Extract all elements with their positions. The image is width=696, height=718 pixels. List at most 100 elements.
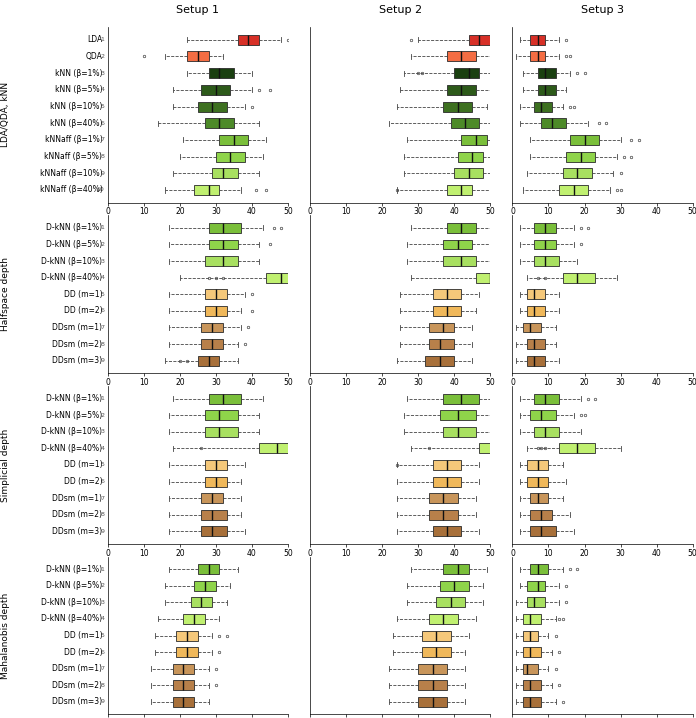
PathPatch shape xyxy=(443,101,472,111)
Text: LDA: LDA xyxy=(87,35,102,45)
PathPatch shape xyxy=(433,460,461,470)
PathPatch shape xyxy=(530,510,552,520)
Text: DDsm (m=3): DDsm (m=3) xyxy=(52,527,102,536)
PathPatch shape xyxy=(429,614,458,624)
PathPatch shape xyxy=(443,240,472,249)
Text: QDA: QDA xyxy=(86,52,102,61)
PathPatch shape xyxy=(443,564,468,574)
Text: D-kNN (β=10%): D-kNN (β=10%) xyxy=(41,598,102,607)
Text: Simplicial depth: Simplicial depth xyxy=(1,429,10,502)
Text: 7: 7 xyxy=(100,325,104,330)
Text: DDsm (m=3): DDsm (m=3) xyxy=(52,356,102,365)
PathPatch shape xyxy=(429,339,454,349)
Text: 4: 4 xyxy=(100,275,104,280)
Text: 5: 5 xyxy=(100,633,104,638)
PathPatch shape xyxy=(527,355,545,365)
Text: D-kNN (β=5%): D-kNN (β=5%) xyxy=(46,411,102,419)
PathPatch shape xyxy=(418,681,447,690)
PathPatch shape xyxy=(534,101,552,111)
PathPatch shape xyxy=(209,240,237,249)
Text: DDsm (m=2): DDsm (m=2) xyxy=(52,510,102,519)
PathPatch shape xyxy=(534,393,560,404)
PathPatch shape xyxy=(191,597,212,607)
Text: DDsm (m=2): DDsm (m=2) xyxy=(52,681,102,690)
PathPatch shape xyxy=(443,393,480,404)
PathPatch shape xyxy=(219,135,248,145)
PathPatch shape xyxy=(447,223,476,233)
PathPatch shape xyxy=(433,306,461,316)
Text: 1: 1 xyxy=(100,396,104,401)
PathPatch shape xyxy=(418,697,447,707)
Text: 10: 10 xyxy=(97,187,104,192)
Text: D-kNN (β=10%): D-kNN (β=10%) xyxy=(41,427,102,437)
Text: 4: 4 xyxy=(100,446,104,451)
PathPatch shape xyxy=(429,493,458,503)
PathPatch shape xyxy=(563,168,592,178)
Text: 9: 9 xyxy=(100,171,104,176)
Text: D-kNN (β=1%): D-kNN (β=1%) xyxy=(46,394,102,403)
PathPatch shape xyxy=(560,185,588,195)
PathPatch shape xyxy=(194,185,219,195)
PathPatch shape xyxy=(205,426,237,437)
Text: D-kNN (β=10%): D-kNN (β=10%) xyxy=(41,256,102,266)
PathPatch shape xyxy=(567,151,595,162)
PathPatch shape xyxy=(440,410,476,420)
Text: DD (m=1): DD (m=1) xyxy=(64,290,102,299)
PathPatch shape xyxy=(198,101,227,111)
Text: 9: 9 xyxy=(100,358,104,363)
PathPatch shape xyxy=(461,135,487,145)
Text: 9: 9 xyxy=(100,699,104,704)
PathPatch shape xyxy=(527,597,545,607)
Text: 8: 8 xyxy=(100,154,104,159)
Text: 7: 7 xyxy=(100,666,104,671)
PathPatch shape xyxy=(527,339,545,349)
PathPatch shape xyxy=(173,663,194,673)
Text: 3: 3 xyxy=(100,70,104,75)
PathPatch shape xyxy=(480,443,508,453)
Text: DDsm (m=1): DDsm (m=1) xyxy=(52,323,102,332)
PathPatch shape xyxy=(523,322,541,332)
Text: kNN (β=40%): kNN (β=40%) xyxy=(50,118,102,128)
Text: 8: 8 xyxy=(100,512,104,517)
PathPatch shape xyxy=(454,68,480,78)
PathPatch shape xyxy=(202,339,223,349)
Text: kNNaff (β=5%): kNNaff (β=5%) xyxy=(45,152,102,161)
Text: Setup 1: Setup 1 xyxy=(176,4,219,14)
PathPatch shape xyxy=(433,477,461,487)
PathPatch shape xyxy=(202,322,223,332)
PathPatch shape xyxy=(173,697,194,707)
Text: 2: 2 xyxy=(100,242,104,247)
PathPatch shape xyxy=(454,168,483,178)
PathPatch shape xyxy=(205,289,227,299)
PathPatch shape xyxy=(534,240,555,249)
Text: DD (m=1): DD (m=1) xyxy=(64,460,102,470)
Text: 2: 2 xyxy=(100,583,104,588)
PathPatch shape xyxy=(538,68,555,78)
PathPatch shape xyxy=(205,306,227,316)
PathPatch shape xyxy=(527,306,545,316)
PathPatch shape xyxy=(198,355,219,365)
PathPatch shape xyxy=(205,410,237,420)
PathPatch shape xyxy=(198,564,219,574)
Text: 4: 4 xyxy=(100,88,104,93)
PathPatch shape xyxy=(205,118,234,129)
Text: 6: 6 xyxy=(100,121,104,126)
PathPatch shape xyxy=(560,443,595,453)
Text: 6: 6 xyxy=(100,479,104,484)
PathPatch shape xyxy=(530,493,548,503)
PathPatch shape xyxy=(212,168,237,178)
PathPatch shape xyxy=(538,85,555,95)
PathPatch shape xyxy=(173,681,194,690)
PathPatch shape xyxy=(433,289,461,299)
PathPatch shape xyxy=(530,526,555,536)
PathPatch shape xyxy=(534,256,560,266)
PathPatch shape xyxy=(523,614,541,624)
PathPatch shape xyxy=(440,581,468,591)
Text: DDsm (m=3): DDsm (m=3) xyxy=(52,697,102,707)
PathPatch shape xyxy=(468,34,490,45)
PathPatch shape xyxy=(205,460,227,470)
PathPatch shape xyxy=(527,289,545,299)
PathPatch shape xyxy=(176,630,198,640)
Text: DD (m=2): DD (m=2) xyxy=(64,307,102,315)
Text: D-kNN (β=40%): D-kNN (β=40%) xyxy=(41,273,102,282)
